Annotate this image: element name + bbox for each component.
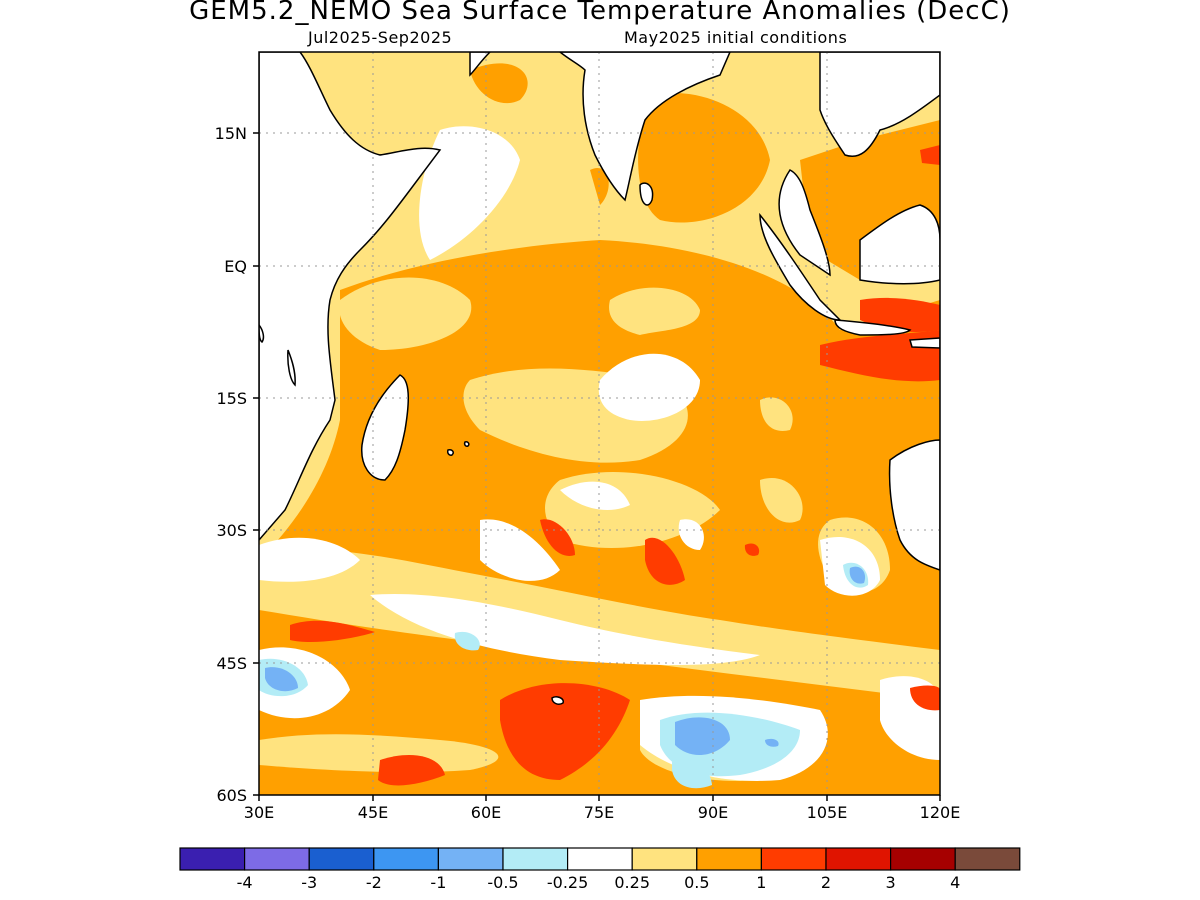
colorbar-swatch (373, 847, 439, 871)
colorbar-swatch (631, 847, 698, 871)
x-tick-label: 60E (471, 803, 501, 822)
y-axis-labels: 15N EQ 15S 30S 45S 60S (215, 124, 247, 805)
colorbar-label: 2 (821, 873, 831, 892)
colorbar-label: 1 (756, 873, 766, 892)
colorbar-label: -2 (366, 873, 382, 892)
y-tick-label: 30S (216, 521, 247, 540)
land-masses (259, 52, 940, 705)
colorbar-swatch (889, 847, 956, 871)
y-tick-label: EQ (224, 257, 247, 276)
colorbar-label: -3 (301, 873, 317, 892)
colorbar-swatch (437, 847, 504, 871)
colorbar-swatch (696, 847, 762, 871)
colorbar-label: -1 (430, 873, 446, 892)
colorbar-label: 0.25 (614, 873, 650, 892)
forecast-period: Jul2025-Sep2025 (308, 28, 453, 47)
colorbar-labels: -4 -3 -2 -1 -0.5 -0.25 0.25 0.5 1 2 3 4 (237, 873, 961, 892)
colorbar-swatch (566, 847, 633, 871)
anomaly-level-2 (290, 145, 940, 786)
x-tick-label: 90E (698, 803, 728, 822)
colorbar-label: -0.5 (487, 873, 518, 892)
y-tick-label: 45S (216, 654, 247, 673)
colorbar-label: 0.5 (684, 873, 709, 892)
colorbar-label: 4 (950, 873, 960, 892)
colorbar-swatch (825, 847, 892, 871)
y-tick-label: 60S (216, 786, 247, 805)
x-tick-label: 75E (584, 803, 614, 822)
colorbar-swatch (502, 847, 569, 871)
colorbar-label: -4 (237, 873, 253, 892)
colorbar-label: -0.25 (547, 873, 588, 892)
colorbar-swatch (244, 847, 310, 871)
colorbar (179, 847, 1021, 871)
colorbar-swatch (954, 847, 1021, 871)
colorbar-label: 3 (886, 873, 896, 892)
x-tick-label: 120E (920, 803, 961, 822)
y-tick-label: 15S (216, 389, 247, 408)
initial-conditions: May2025 initial conditions (624, 28, 848, 47)
anomaly-level-minus-0_5 (265, 566, 866, 756)
colorbar-swatch (308, 847, 375, 871)
chart-title: GEM5.2_NEMO Sea Surface Temperature Anom… (189, 0, 1011, 26)
colorbar-swatch (760, 847, 827, 871)
x-tick-label: 30E (244, 803, 274, 822)
x-tick-label: 45E (358, 803, 388, 822)
y-tick-label: 15N (215, 124, 247, 143)
colorbar-swatch (179, 847, 246, 871)
x-axis-labels: 30E 45E 60E 75E 90E 105E 120E (244, 803, 961, 822)
tick-marks (253, 132, 941, 801)
graticule (259, 52, 940, 795)
x-tick-label: 105E (807, 803, 848, 822)
